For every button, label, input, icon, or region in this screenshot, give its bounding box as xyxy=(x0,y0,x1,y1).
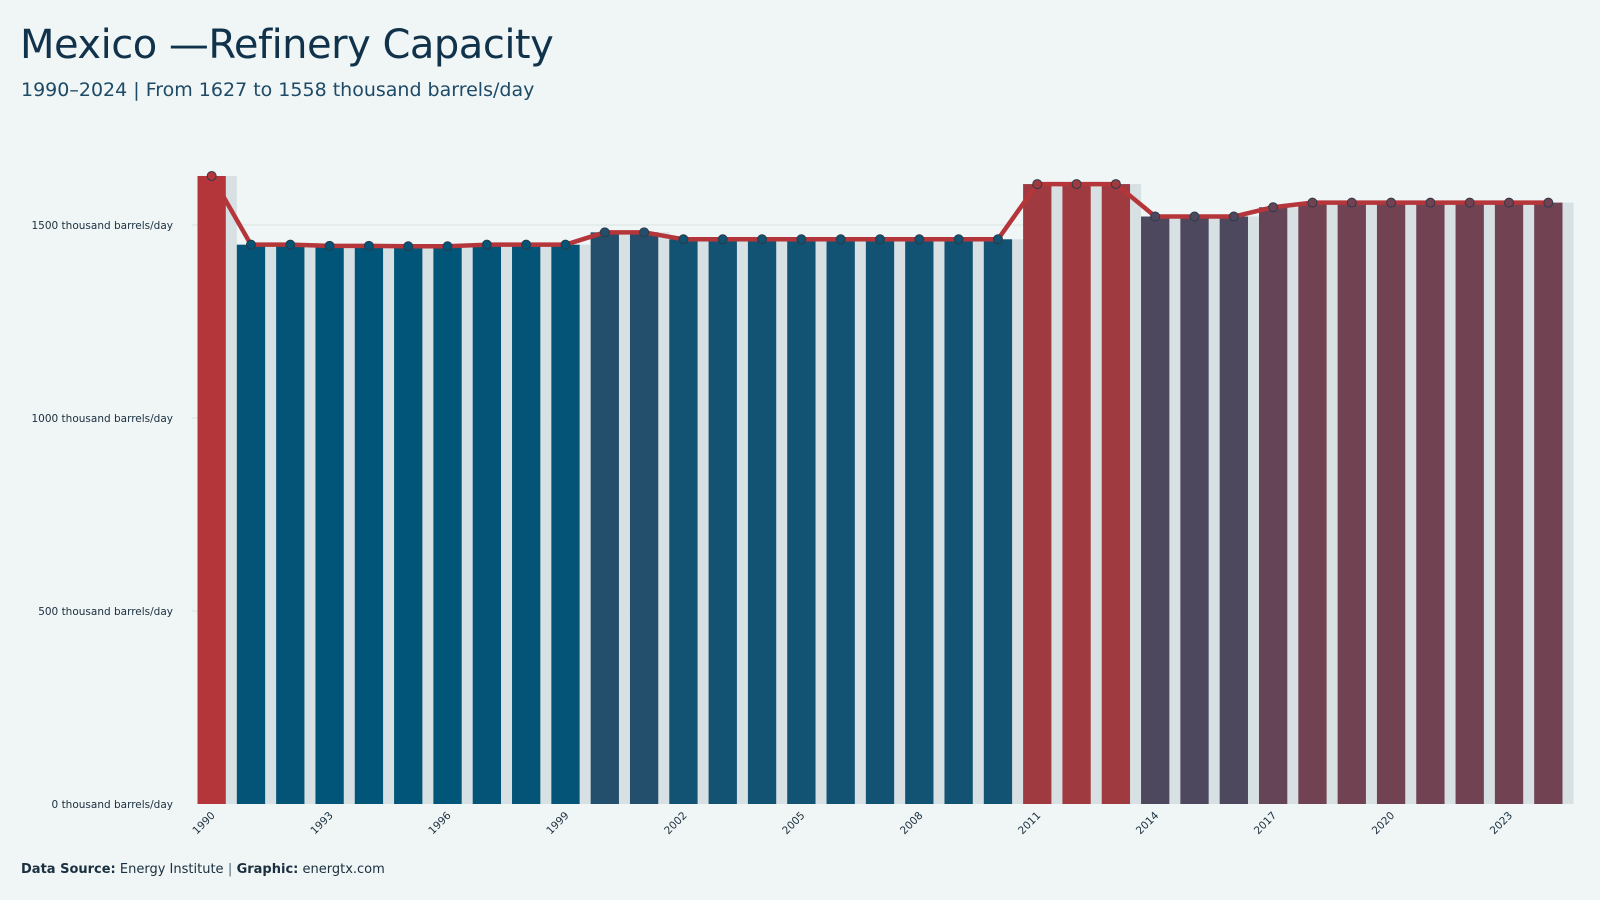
bar-1995 xyxy=(394,246,423,805)
x-tick-label: 2008 xyxy=(898,810,925,837)
marker-2015 xyxy=(1189,211,1200,222)
marker-2001 xyxy=(639,227,650,238)
bar-2009 xyxy=(944,239,973,805)
bar-2023 xyxy=(1494,202,1524,804)
bar-2000 xyxy=(590,232,619,805)
bar-2001 xyxy=(629,232,659,805)
marker-2003 xyxy=(717,234,728,245)
marker-2019 xyxy=(1346,197,1357,208)
marker-1990 xyxy=(206,170,217,181)
bar-2021 xyxy=(1416,202,1445,804)
x-tick-label: 2023 xyxy=(1488,810,1515,837)
marker-2010 xyxy=(992,234,1003,245)
x-tick-label: 1993 xyxy=(308,810,335,837)
y-axis-labels: 0 thousand barrels/day 500 thousand barre… xyxy=(32,220,174,811)
marker-1996 xyxy=(442,241,453,252)
x-tick-label: 2005 xyxy=(780,810,807,837)
x-tick-label: 1996 xyxy=(426,809,454,837)
y-tick-label: 1000 thousand barrels/day xyxy=(32,413,174,425)
marker-2016 xyxy=(1228,211,1239,222)
y-tick-label: 1500 thousand barrels/day xyxy=(32,220,174,232)
bar-2008 xyxy=(905,239,934,805)
marker-2009 xyxy=(953,234,964,245)
marker-2023 xyxy=(1504,197,1515,208)
marker-1997 xyxy=(481,239,492,250)
footer-separator: | xyxy=(227,862,233,877)
marker-1995 xyxy=(403,241,414,252)
bar-2018 xyxy=(1298,202,1327,804)
graphic-label: Graphic: xyxy=(236,862,299,877)
marker-1991 xyxy=(245,239,256,250)
marker-2005 xyxy=(796,234,807,245)
bar-2017 xyxy=(1258,207,1288,804)
x-tick-label: 2014 xyxy=(1134,809,1162,837)
marker-2017 xyxy=(1268,202,1279,213)
bar-2007 xyxy=(865,239,895,805)
marker-2024 xyxy=(1543,197,1554,208)
marker-2013 xyxy=(1110,179,1121,190)
bar-2002 xyxy=(669,239,698,805)
marker-1992 xyxy=(285,239,296,250)
marker-2002 xyxy=(678,234,689,245)
marker-2007 xyxy=(875,234,885,245)
bar-2013 xyxy=(1101,184,1131,805)
bar-2015 xyxy=(1180,216,1209,804)
marker-2014 xyxy=(1150,211,1161,222)
bar-2019 xyxy=(1337,202,1366,804)
x-tick-label: 2002 xyxy=(662,810,689,837)
bar-2016 xyxy=(1219,216,1248,804)
marker-2000 xyxy=(599,227,610,238)
marker-2004 xyxy=(757,234,768,245)
x-tick-label: 1990 xyxy=(190,810,217,837)
marker-2018 xyxy=(1307,197,1318,208)
footer: Data Source: Energy Institute | Graphic:… xyxy=(21,862,385,877)
chart-subtitle: 1990–2024 | From 1627 to 1558 thousand b… xyxy=(21,79,535,101)
marker-1999 xyxy=(560,239,571,250)
marker-2011 xyxy=(1032,179,1043,190)
x-tick-label: 2017 xyxy=(1252,810,1279,837)
bar-2024 xyxy=(1534,202,1563,804)
marker-1998 xyxy=(521,239,532,250)
y-tick-label: 500 thousand barrels/day xyxy=(38,606,173,618)
bar-2011 xyxy=(1023,184,1052,805)
bar-1999 xyxy=(551,244,580,804)
bars xyxy=(197,175,1563,805)
bar-2022 xyxy=(1455,202,1484,804)
bar-2003 xyxy=(708,239,737,805)
bar-1994 xyxy=(354,245,384,804)
bar-1996 xyxy=(433,246,462,805)
bar-2012 xyxy=(1062,184,1091,805)
marker-2006 xyxy=(835,234,846,245)
bar-1990 xyxy=(197,175,226,804)
chart-title: Mexico —Refinery Capacity xyxy=(20,22,554,68)
markers xyxy=(206,170,1554,252)
x-tick-label: 2011 xyxy=(1016,810,1043,837)
marker-2008 xyxy=(914,234,925,245)
marker-1994 xyxy=(363,240,374,251)
bar-1993 xyxy=(315,245,344,804)
bar-1991 xyxy=(236,244,266,804)
bar-2006 xyxy=(826,239,855,805)
marker-2012 xyxy=(1071,179,1082,190)
bar-2005 xyxy=(787,239,816,805)
y-tick-label: 0 thousand barrels/day xyxy=(52,799,173,811)
x-axis-labels: 1990 1993 1996 1999 2002 2005 2008 2011 2014 2017… xyxy=(190,809,1515,837)
marker-2021 xyxy=(1425,197,1436,208)
source-value: Energy Institute xyxy=(119,862,224,877)
bar-1992 xyxy=(276,244,305,804)
bar-2020 xyxy=(1376,202,1406,804)
bar-2014 xyxy=(1141,216,1170,804)
graphic-value: energtx.com xyxy=(302,862,385,877)
x-tick-label: 2020 xyxy=(1370,810,1397,837)
bar-1998 xyxy=(512,244,541,804)
marker-1993 xyxy=(324,240,335,251)
bar-2004 xyxy=(747,239,777,805)
marker-2020 xyxy=(1386,197,1397,208)
marker-2022 xyxy=(1464,197,1475,208)
source-label: Data Source: xyxy=(21,862,116,877)
x-tick-label: 1999 xyxy=(544,810,571,837)
bar-2010 xyxy=(983,239,1013,805)
bar-1997 xyxy=(472,244,502,804)
